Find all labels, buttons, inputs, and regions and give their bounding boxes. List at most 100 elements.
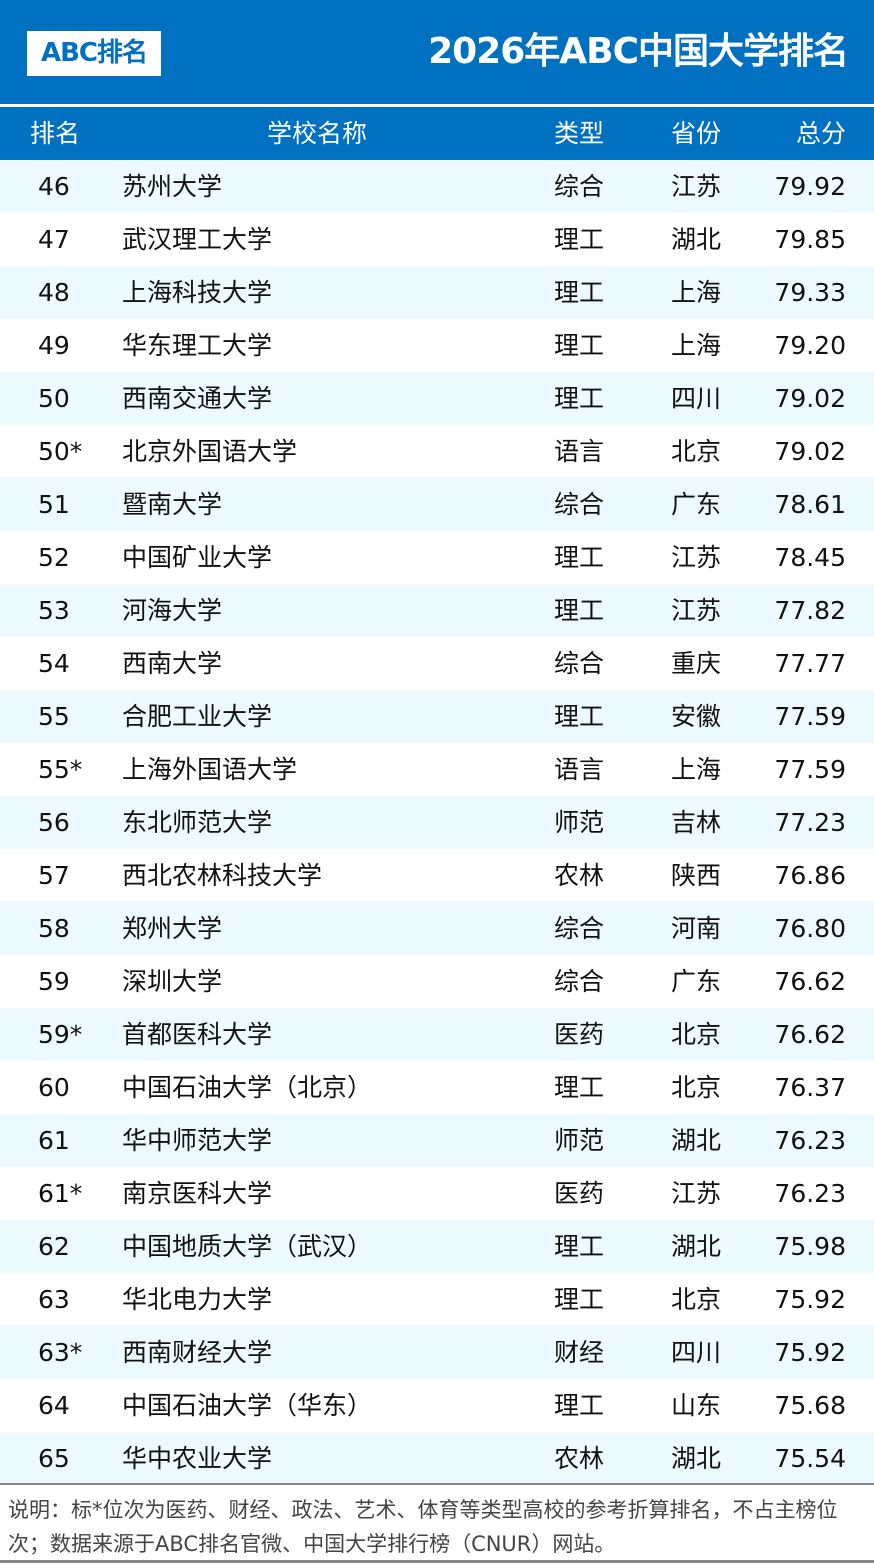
school-name-cell: 暨南大学 [122, 490, 223, 519]
province-cell: 安徽 [671, 702, 722, 731]
rank-cell: 47 [38, 225, 70, 254]
score-cell: 75.68 [774, 1391, 846, 1420]
type-cell: 语言 [554, 437, 605, 466]
type-cell: 理工 [554, 702, 605, 731]
province-cell: 北京 [671, 437, 722, 466]
table-row: 61 华中师范大学 师范 湖北 76.23 [0, 1114, 874, 1167]
score-cell: 76.23 [774, 1179, 846, 1208]
rank-cell: 52 [38, 543, 70, 572]
column-header-type: 类型 [554, 119, 605, 148]
type-cell: 综合 [554, 914, 605, 943]
rank-cell: 51 [38, 490, 70, 519]
province-cell: 河南 [671, 914, 722, 943]
rank-cell: 49 [38, 331, 70, 360]
type-cell: 农林 [554, 1444, 605, 1473]
province-cell: 重庆 [671, 649, 722, 678]
score-cell: 77.82 [774, 596, 846, 625]
footnote: 说明：标*位次为医药、财经、政法、艺术、体育等类型高校的参考折算排名，不占主榜位… [0, 1483, 874, 1563]
table-row: 63* 西南财经大学 财经 四川 75.92 [0, 1326, 874, 1379]
page-title: 2026年ABC中国大学排名 [428, 31, 849, 72]
table-row: 52 中国矿业大学 理工 江苏 78.45 [0, 531, 874, 584]
province-cell: 陕西 [671, 861, 722, 890]
header-banner: ABC排名 2026年ABC中国大学排名 [0, 0, 874, 104]
table-row: 49 华东理工大学 理工 上海 79.20 [0, 319, 874, 372]
school-name-cell: 中国石油大学（北京） [122, 1073, 373, 1102]
table-row: 50 西南交通大学 理工 四川 79.02 [0, 372, 874, 425]
table-row: 65 华中农业大学 农林 湖北 75.54 [0, 1432, 874, 1485]
type-cell: 理工 [554, 1285, 605, 1314]
school-name-cell: 西南财经大学 [122, 1338, 273, 1367]
table-row: 55 合肥工业大学 理工 安徽 77.59 [0, 690, 874, 743]
rank-cell: 63 [38, 1285, 70, 1314]
rank-cell: 59* [38, 1020, 83, 1049]
table-row: 47 武汉理工大学 理工 湖北 79.85 [0, 213, 874, 266]
school-name-cell: 武汉理工大学 [122, 225, 273, 254]
school-name-cell: 西北农林科技大学 [122, 861, 323, 890]
rank-cell: 57 [38, 861, 70, 890]
school-name-cell: 华北电力大学 [122, 1285, 273, 1314]
score-cell: 76.23 [774, 1126, 846, 1155]
table-row: 53 河海大学 理工 江苏 77.82 [0, 584, 874, 637]
column-header-name: 学校名称 [267, 119, 368, 148]
score-cell: 76.86 [774, 861, 846, 890]
province-cell: 江苏 [671, 596, 722, 625]
province-cell: 广东 [671, 490, 722, 519]
score-cell: 79.02 [774, 384, 846, 413]
province-cell: 四川 [671, 1338, 722, 1367]
school-name-cell: 深圳大学 [122, 967, 223, 996]
school-name-cell: 合肥工业大学 [122, 702, 273, 731]
type-cell: 理工 [554, 278, 605, 307]
province-cell: 江苏 [671, 1179, 722, 1208]
province-cell: 湖北 [671, 1444, 722, 1473]
type-cell: 医药 [554, 1179, 605, 1208]
type-cell: 理工 [554, 543, 605, 572]
rank-cell: 56 [38, 808, 70, 837]
table-row: 48 上海科技大学 理工 上海 79.33 [0, 266, 874, 319]
score-cell: 79.85 [774, 225, 846, 254]
table-row: 64 中国石油大学（华东） 理工 山东 75.68 [0, 1379, 874, 1432]
type-cell: 财经 [554, 1338, 605, 1367]
school-name-cell: 上海外国语大学 [122, 755, 298, 784]
type-cell: 理工 [554, 1073, 605, 1102]
school-name-cell: 中国石油大学（华东） [122, 1391, 373, 1420]
table-row: 51 暨南大学 综合 广东 78.61 [0, 478, 874, 531]
type-cell: 医药 [554, 1020, 605, 1049]
rank-cell: 62 [38, 1232, 70, 1261]
score-cell: 78.45 [774, 543, 846, 572]
school-name-cell: 首都医科大学 [122, 1020, 273, 1049]
type-cell: 农林 [554, 861, 605, 890]
type-cell: 理工 [554, 596, 605, 625]
province-cell: 四川 [671, 384, 722, 413]
province-cell: 北京 [671, 1073, 722, 1102]
type-cell: 综合 [554, 490, 605, 519]
school-name-cell: 苏州大学 [122, 172, 223, 201]
score-cell: 76.62 [774, 1020, 846, 1049]
type-cell: 理工 [554, 1232, 605, 1261]
score-cell: 79.02 [774, 437, 846, 466]
rank-cell: 53 [38, 596, 70, 625]
score-cell: 76.62 [774, 967, 846, 996]
rank-cell: 55* [38, 755, 83, 784]
type-cell: 语言 [554, 755, 605, 784]
school-name-cell: 中国地质大学（武汉） [122, 1232, 373, 1261]
score-cell: 75.98 [774, 1232, 846, 1261]
rank-cell: 54 [38, 649, 70, 678]
table-row: 60 中国石油大学（北京） 理工 北京 76.37 [0, 1061, 874, 1114]
rank-cell: 50 [38, 384, 70, 413]
score-cell: 77.77 [774, 649, 846, 678]
school-name-cell: 中国矿业大学 [122, 543, 273, 572]
province-cell: 湖北 [671, 1232, 722, 1261]
province-cell: 上海 [671, 331, 722, 360]
type-cell: 理工 [554, 225, 605, 254]
rank-cell: 58 [38, 914, 70, 943]
logo: ABC排名 [27, 31, 161, 76]
province-cell: 北京 [671, 1020, 722, 1049]
type-cell: 师范 [554, 1126, 605, 1155]
type-cell: 综合 [554, 967, 605, 996]
column-header-rank: 排名 [30, 119, 81, 148]
rank-cell: 48 [38, 278, 70, 307]
type-cell: 综合 [554, 172, 605, 201]
school-name-cell: 华中农业大学 [122, 1444, 273, 1473]
school-name-cell: 东北师范大学 [122, 808, 273, 837]
type-cell: 师范 [554, 808, 605, 837]
